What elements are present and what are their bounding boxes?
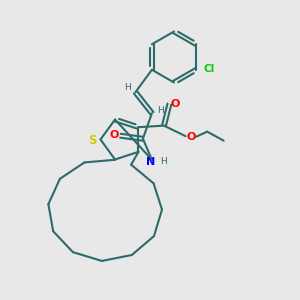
Text: H: H xyxy=(124,83,131,92)
Text: O: O xyxy=(110,130,119,140)
Text: H: H xyxy=(160,157,167,166)
Text: N: N xyxy=(146,157,156,167)
Text: Cl: Cl xyxy=(203,64,214,74)
Text: H: H xyxy=(158,106,164,115)
Text: S: S xyxy=(88,134,96,147)
Text: O: O xyxy=(171,99,180,109)
Text: O: O xyxy=(187,132,196,142)
